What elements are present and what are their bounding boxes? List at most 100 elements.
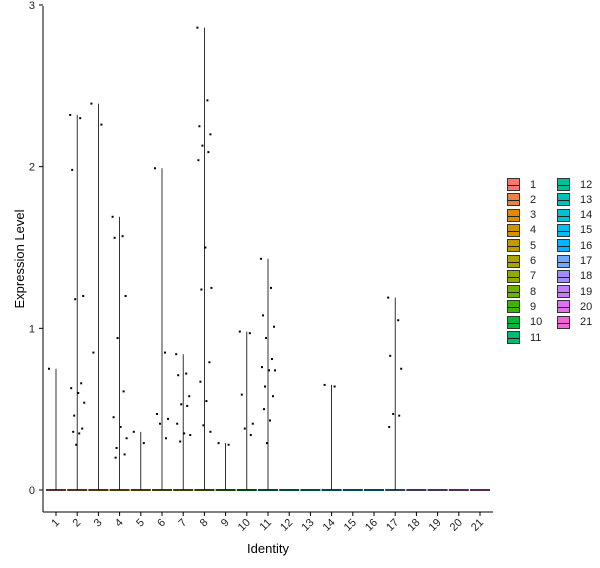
- legend-key-swatch: [557, 208, 570, 222]
- legend-item: 6: [507, 254, 536, 269]
- data-point: [271, 358, 273, 361]
- violin-group-2: [67, 113, 88, 491]
- data-point: [243, 427, 246, 430]
- legend-key-swatch: [507, 239, 520, 253]
- data-point: [73, 414, 76, 417]
- data-point: [389, 354, 392, 357]
- data-point: [71, 168, 74, 171]
- x-tick-label: 3: [92, 517, 105, 530]
- x-tick-label: 21: [469, 517, 486, 534]
- data-point: [177, 374, 180, 377]
- legend-item: 9: [507, 299, 536, 314]
- data-point: [264, 385, 266, 388]
- x-axis-label: Identity: [247, 541, 289, 556]
- data-point: [114, 456, 117, 459]
- data-point: [217, 442, 220, 445]
- violin-group-14: [321, 383, 342, 491]
- violin-group-10: [236, 330, 257, 491]
- data-point: [198, 125, 201, 128]
- data-point: [269, 419, 271, 422]
- legend-item: 12: [557, 177, 592, 192]
- data-point: [90, 102, 93, 105]
- legend-label: 6: [530, 255, 537, 267]
- legend-label: 17: [580, 255, 593, 267]
- legend-key-swatch: [557, 239, 570, 253]
- legend-label: 14: [580, 209, 593, 222]
- data-point: [387, 296, 390, 299]
- data-point: [265, 337, 267, 340]
- data-point: [180, 403, 183, 406]
- legend-label: 8: [530, 285, 537, 298]
- legend-label: 4: [530, 224, 537, 237]
- data-point: [199, 380, 202, 383]
- data-point: [208, 361, 211, 364]
- legend-key-swatch: [507, 254, 520, 268]
- violin-group-4: [109, 215, 130, 491]
- x-tick-label: 13: [299, 517, 316, 534]
- data-point: [400, 367, 403, 370]
- legend-label: 10: [530, 316, 543, 329]
- data-point: [261, 366, 263, 369]
- data-point: [79, 117, 82, 120]
- legend-key-swatch: [557, 193, 570, 207]
- violin-group-11: [258, 257, 278, 491]
- violin-group-6: [152, 167, 172, 491]
- data-point: [251, 422, 254, 425]
- data-point: [207, 151, 210, 154]
- legend-item: 18: [557, 269, 592, 284]
- data-point: [248, 332, 251, 335]
- legend-label: 9: [530, 300, 537, 313]
- violin-group-7: [173, 353, 194, 491]
- legend-label: 20: [580, 300, 593, 313]
- data-point: [156, 413, 158, 416]
- legend-item: 15: [557, 223, 592, 238]
- x-tick-label: 9: [219, 517, 232, 530]
- data-point: [209, 133, 212, 136]
- data-point: [388, 425, 391, 428]
- legend-item: 20: [557, 299, 592, 314]
- data-point: [176, 422, 179, 425]
- legend-label: 21: [580, 316, 593, 329]
- legend-item: 4: [507, 223, 536, 238]
- data-point: [48, 367, 50, 370]
- data-point: [124, 294, 127, 297]
- data-point: [111, 215, 114, 218]
- data-point: [83, 401, 86, 404]
- data-point: [82, 294, 85, 297]
- legend-key-swatch: [507, 300, 520, 314]
- violin-group-13: [300, 489, 321, 491]
- y-tick-label: 3: [29, 0, 35, 12]
- legend-item: 17: [557, 254, 592, 269]
- legend-label: 19: [580, 285, 593, 298]
- data-point: [142, 442, 145, 445]
- data-point: [249, 434, 252, 437]
- data-point: [206, 99, 209, 102]
- legend-item: 1: [507, 177, 536, 192]
- data-point: [112, 416, 115, 419]
- data-point: [186, 404, 189, 407]
- legend-item: 21: [557, 315, 592, 330]
- data-point: [201, 144, 204, 147]
- x-tick-label: 15: [342, 517, 359, 534]
- violin-group-5: [130, 430, 151, 491]
- legend-item: 3: [507, 208, 536, 223]
- data-point: [209, 430, 212, 433]
- legend-item: 11: [507, 330, 541, 345]
- data-point: [81, 427, 84, 430]
- legend-key-swatch: [557, 315, 570, 329]
- data-point: [188, 395, 191, 398]
- data-point: [119, 425, 122, 428]
- data-point: [100, 123, 103, 126]
- violin-group-3: [88, 102, 109, 491]
- data-point: [200, 288, 203, 291]
- data-point: [323, 383, 326, 386]
- data-point: [240, 393, 243, 396]
- data-point: [274, 369, 276, 372]
- violin-group-1: [46, 367, 66, 491]
- data-point: [121, 235, 124, 238]
- legend-key-swatch: [557, 178, 570, 191]
- data-point: [75, 443, 78, 446]
- data-point: [185, 372, 188, 375]
- y-tick-label: 1: [29, 323, 35, 335]
- y-tick-label: 2: [29, 162, 35, 174]
